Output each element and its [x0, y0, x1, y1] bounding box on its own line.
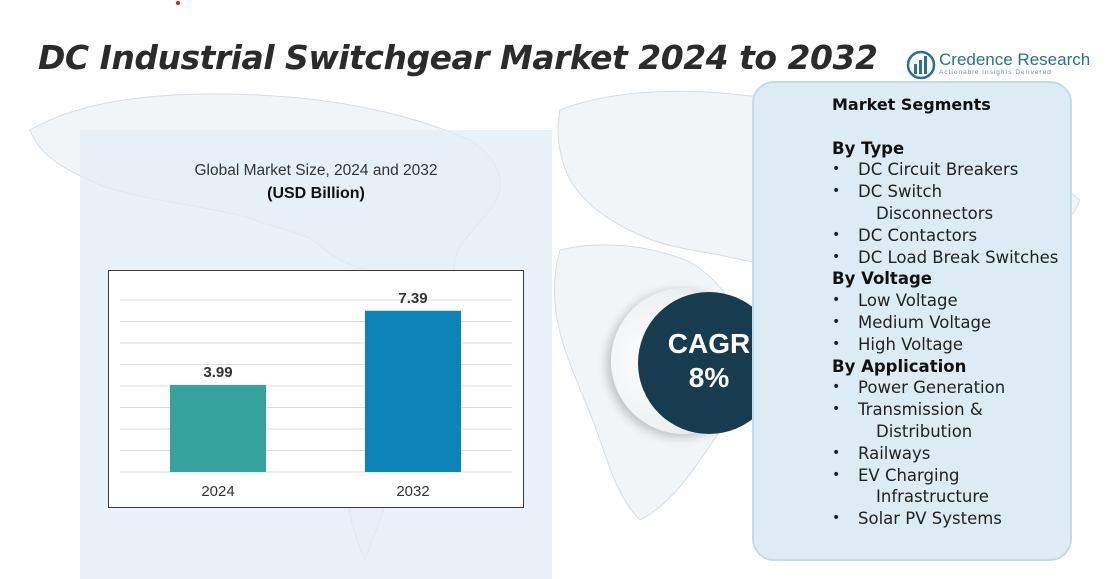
bullet-icon: •	[832, 161, 841, 178]
segment-group-voltage: By Voltage	[832, 269, 932, 289]
bullet-icon: •	[832, 292, 841, 309]
segment-item: • EV Charging Infrastructure	[832, 465, 989, 507]
logo-bars-icon	[906, 50, 936, 80]
bullet-icon: •	[832, 444, 841, 461]
bar-2024	[170, 384, 266, 472]
bullet-icon: •	[832, 313, 841, 330]
segment-group-type: By Type	[832, 138, 905, 158]
cagr-label: CAGR	[667, 328, 751, 359]
value-label-2024: 3.99	[203, 364, 232, 381]
bullet-icon: •	[832, 466, 841, 483]
segment-item: • Power Generation	[832, 378, 1006, 398]
chart-title: Global Market Size, 2024 and 2032	[194, 162, 438, 179]
category-label-2032: 2032	[396, 483, 429, 500]
logo-tagline: Actionable Insights Delivered	[939, 69, 1052, 76]
segment-item: • DC Contactors	[832, 225, 978, 245]
segment-item: • Low Voltage	[832, 291, 958, 311]
market-segments-list: Market Segments By Type • DC Circuit Brea…	[832, 94, 1062, 530]
bullet-icon: •	[832, 379, 841, 396]
bar-2032	[365, 310, 461, 472]
bullet-icon: •	[832, 183, 841, 200]
market-segments-box	[752, 81, 1072, 561]
segment-item: • Transmission & Distribution	[832, 400, 983, 441]
segment-item: • DC Load Break Switches	[832, 247, 1059, 267]
logo-name: Credence Research	[939, 50, 1091, 69]
segment-group-application: By Application	[832, 356, 967, 376]
bullet-icon: •	[832, 510, 841, 527]
segment-item: • DC Switch Disconnectors	[832, 182, 994, 223]
cagr-value: 8%	[688, 362, 730, 393]
page-title: DC Industrial Switchgear Market 2024 to …	[38, 38, 878, 77]
chart-unit-label: (USD Billion)	[267, 185, 365, 202]
segment-item: • Railways	[832, 443, 931, 463]
bullet-icon: •	[832, 226, 841, 243]
category-label-2024: 2024	[201, 483, 234, 500]
red-dot-marker	[176, 1, 180, 5]
bar-chart: 3.99 2024 7.39 2032	[108, 270, 524, 508]
segments-title: Market Segments	[832, 95, 991, 114]
bullet-icon: •	[832, 335, 841, 352]
segment-item: • Medium Voltage	[832, 312, 992, 332]
bullet-icon: •	[832, 401, 841, 418]
segment-item: • Solar PV Systems	[832, 509, 1002, 529]
segment-item: • High Voltage	[832, 334, 964, 354]
segment-item: • DC Circuit Breakers	[832, 160, 1019, 180]
value-label-2032: 7.39	[398, 290, 427, 307]
bullet-icon: •	[832, 248, 841, 265]
credence-research-logo: Credence Research Actionable Insights De…	[906, 48, 1096, 80]
